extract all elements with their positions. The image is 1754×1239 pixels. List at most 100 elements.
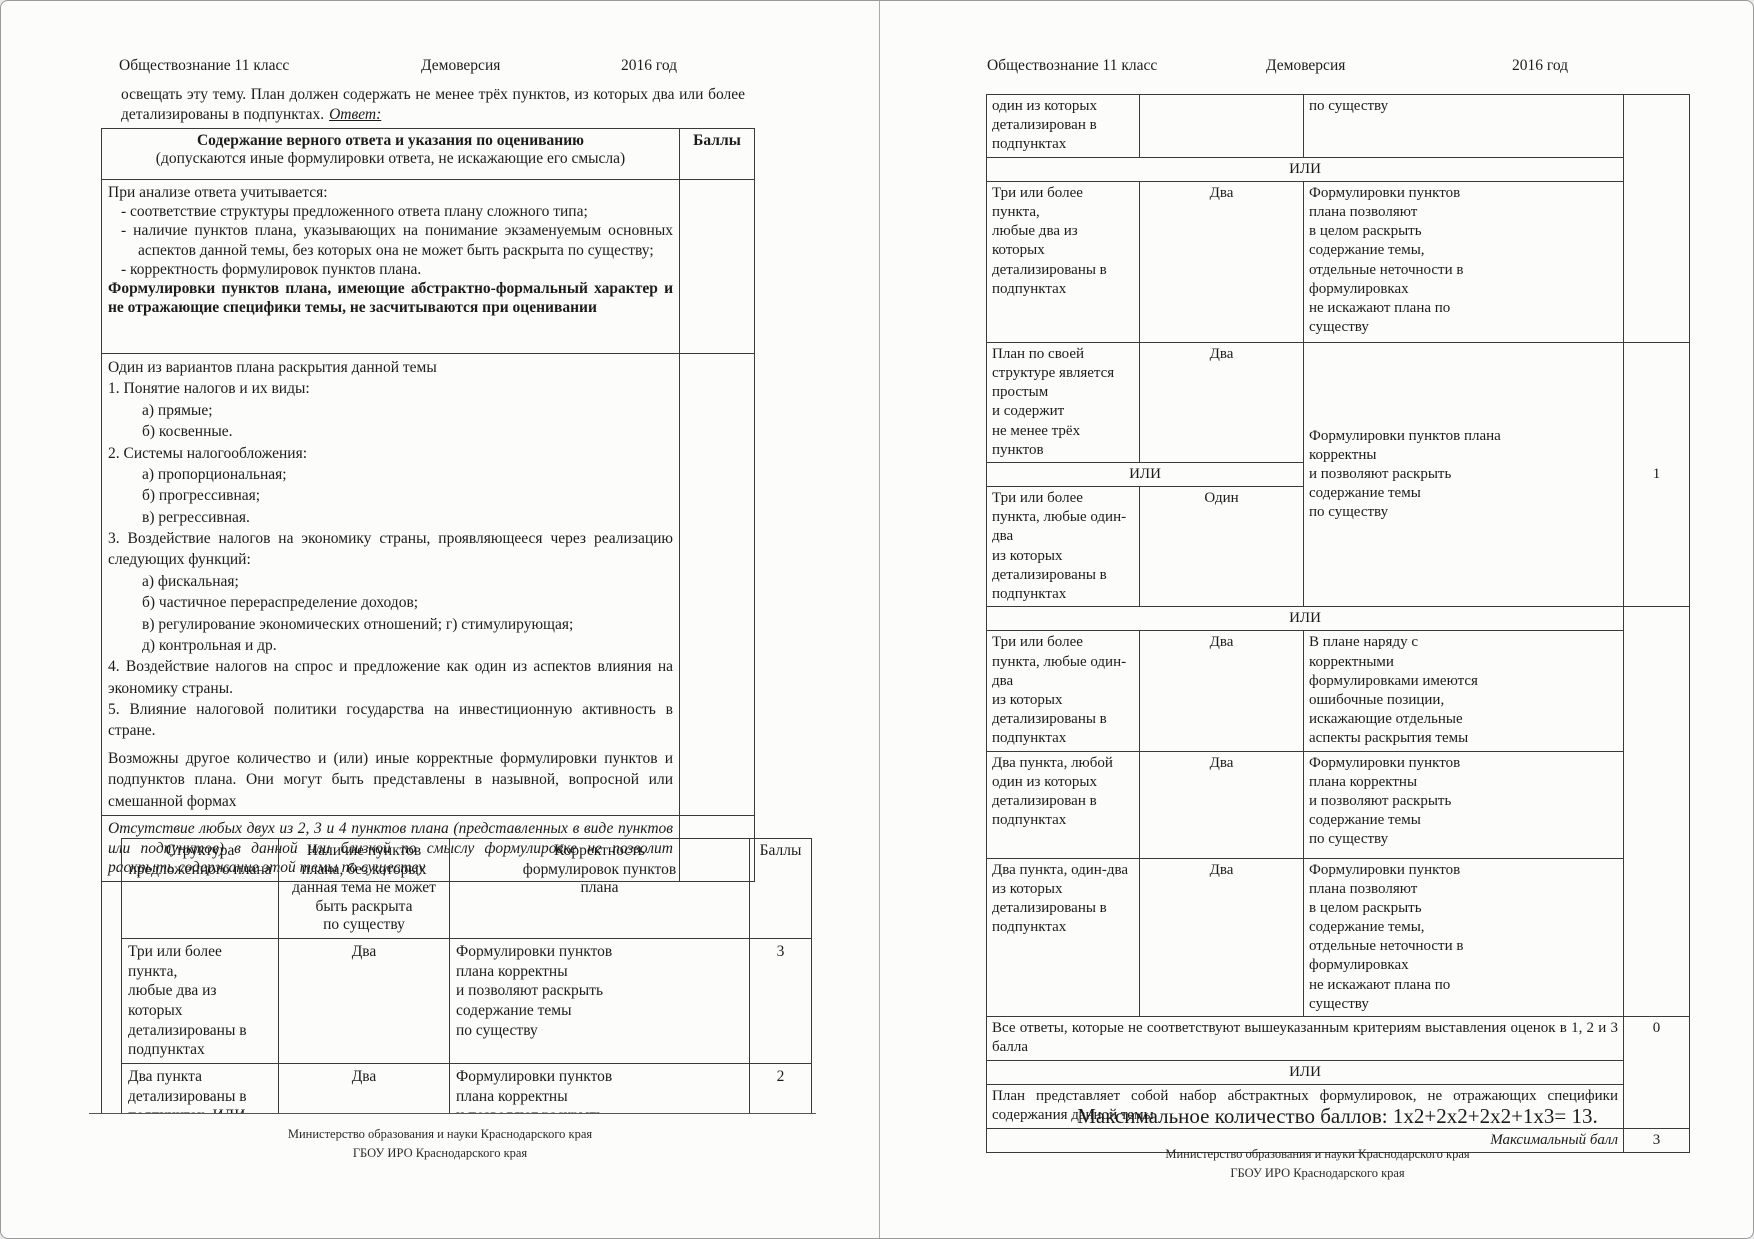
analysis-cell: При анализе ответа учитывается: - соотве…: [101, 179, 680, 354]
criteria-structure: Три или более пункта, любые два из котор…: [121, 937, 279, 1065]
criteria-presence: Два: [1139, 857, 1304, 1017]
or-row: ИЛИ: [986, 1059, 1624, 1086]
criteria-correctness: Формулировки пунктов плана позволяют в ц…: [1303, 857, 1624, 1017]
analysis-intro: При анализе ответа учитывается:: [108, 184, 328, 201]
criteria-structure: Три или более пункта, любые один- два из…: [986, 486, 1140, 608]
criteria-table-continued: один из которых детализирован в подпункт…: [986, 94, 1690, 1153]
criteria-structure: Два пункта, любой один из которых детали…: [986, 750, 1140, 859]
plan-line: 5. Влияние налоговой политики государств…: [108, 701, 673, 740]
plan-line: в) регрессивная.: [142, 508, 250, 526]
criteria-correctness: по существу: [1303, 94, 1624, 158]
page-break-line: [89, 1113, 816, 1114]
or-row: ИЛИ: [986, 606, 1624, 632]
page-footer: Министерство образования и науки Краснод…: [880, 1145, 1753, 1183]
score-cell: 2: [749, 1063, 812, 1113]
plan-line: а) фискальная;: [142, 572, 239, 590]
criteria-col-structure: Структура предложенного плана: [121, 838, 279, 939]
table-title: Содержание верного ответа и указания по …: [196, 132, 584, 149]
running-header-subject: Обществознание 11 класс: [119, 57, 290, 74]
criteria-structure: Два пункта детализированы в подпунктах. …: [121, 1063, 279, 1113]
score-cell-empty: [679, 179, 755, 354]
plan-cell: Один из вариантов плана раскрытия данной…: [101, 353, 680, 816]
score-cell-empty: [1623, 94, 1690, 343]
criteria-table: Структура предложенного плана Наличие пу…: [121, 838, 812, 1113]
score-cell-empty: [679, 353, 755, 816]
criteria-presence: Два: [278, 937, 450, 1065]
page-footer: Министерство образования и науки Краснод…: [1, 1125, 879, 1163]
analysis-item: - соответствие структуры предложенного о…: [121, 203, 588, 221]
max-score-value: 3: [1623, 1127, 1690, 1153]
criteria-correctness: Формулировки пунктов плана корректны и п…: [449, 937, 750, 1065]
running-header-left: Обществознание 11 класс Демоверсия 2016 …: [1, 57, 879, 77]
table-subtitle: (допускаются иные формулировки ответа, н…: [155, 150, 626, 167]
running-header-year: 2016 год: [1512, 57, 1569, 74]
plan-line: 1. Понятие налогов и их виды:: [108, 380, 310, 398]
criteria-structure: один из которых детализирован в подпункт…: [986, 94, 1140, 158]
running-header-year: 2016 год: [621, 57, 678, 74]
criteria-presence: Два: [1139, 750, 1304, 859]
criteria-presence: Один: [1139, 486, 1304, 608]
total-score-line: Максимальное количество баллов: 1х2+2х2+…: [1077, 1104, 1598, 1128]
table-left-border: [101, 838, 102, 1113]
criteria-col-correctness: Корректность формулировок пунктов плана: [449, 838, 750, 939]
running-header-subject: Обществознание 11 класс: [987, 57, 1158, 74]
criteria-table-clip: Структура предложенного плана Наличие пу…: [121, 838, 813, 1113]
plan-line: а) пропорциональная;: [142, 465, 287, 483]
criteria-correctness: Формулировки пунктов плана позволяют в ц…: [1303, 180, 1624, 343]
score-cell: 0: [1623, 1016, 1690, 1129]
footer-line-2: ГБОУ ИРО Краснодарского края: [1230, 1165, 1405, 1180]
score-cell: 1: [1623, 341, 1690, 608]
criteria-structure: Два пункта, один-два из которых детализи…: [986, 857, 1140, 1017]
score-cell: 3: [749, 937, 812, 1065]
plan-line: б) косвенные.: [142, 423, 233, 441]
criteria-presence: Два: [1139, 630, 1304, 752]
footer-line-1: Министерство образования и науки Краснод…: [1165, 1147, 1470, 1161]
zero-criteria-text: Все ответы, которые не соответствуют выш…: [986, 1016, 1624, 1061]
plan-line: д) контрольная и др.: [142, 636, 277, 654]
plan-line: в) регулирование экономических отношений…: [142, 615, 574, 633]
plan-line: а) прямые;: [142, 401, 213, 419]
score-column-header: Баллы: [679, 128, 755, 180]
intro-paragraph: освещать эту тему. План должен содержать…: [121, 85, 745, 124]
criteria-structure: Три или более пункта, любые один- два из…: [986, 630, 1140, 752]
running-header-right: Обществознание 11 класс Демоверсия 2016 …: [880, 57, 1753, 77]
criteria-structure: Три или более пункта, любые два из котор…: [986, 180, 1140, 343]
analysis-item: - наличие пунктов плана, указывающих на …: [121, 222, 673, 259]
criteria-correctness: Формулировки пунктов плана корректны и п…: [449, 1063, 750, 1113]
plan-line: 2. Системы налогообложения:: [108, 444, 308, 462]
criteria-correctness: В плане наряду с корректными формулировк…: [1303, 630, 1624, 752]
criteria-structure: План по своей структуре является простым…: [986, 341, 1140, 463]
bold-note: Формулировки пунктов плана, имеющие абст…: [108, 280, 673, 317]
document-page-right: Обществознание 11 класс Демоверсия 2016 …: [880, 1, 1753, 1238]
criteria-presence: Два: [1139, 180, 1304, 343]
criteria-presence: Два: [278, 1063, 450, 1113]
criteria-correctness-merged: Формулировки пунктов плана корректны и п…: [1303, 341, 1624, 608]
plan-line: б) прогрессивная;: [142, 487, 261, 505]
score-cell-empty: [1623, 606, 1690, 1017]
plan-line: Один из вариантов плана раскрытия данной…: [108, 359, 437, 376]
possible-note: Возможны другое количество и (или) иные …: [108, 749, 673, 810]
running-header-version: Демоверсия: [1266, 57, 1346, 74]
intro-text: освещать эту тему. План должен содержать…: [121, 86, 745, 123]
or-row: ИЛИ: [986, 461, 1304, 488]
criteria-presence: [1139, 94, 1304, 158]
answer-label: Ответ:: [329, 105, 382, 123]
footer-line-1: Министерство образования и науки Краснод…: [287, 1127, 593, 1141]
max-score-label: Максимальный балл: [986, 1127, 1624, 1153]
abstract-plan-text: План представляет собой набор абстрактны…: [986, 1084, 1624, 1129]
criteria-correctness: Формулировки пунктов плана корректны и п…: [1303, 750, 1624, 859]
page-divider: [879, 1, 880, 1238]
criteria-col-presence: Наличие пунктов плана, без которых данна…: [278, 838, 450, 939]
main-answer-table: Содержание верного ответа и указания по …: [101, 128, 755, 882]
plan-line: 3. Воздействие налогов на экономику стра…: [108, 530, 673, 569]
footer-line-2: ГБОУ ИРО Краснодарского края: [352, 1145, 528, 1160]
plan-line: 4. Воздействие налогов на спрос и предло…: [108, 658, 673, 697]
plan-line: б) частичное перераспределение доходов;: [142, 594, 419, 612]
criteria-presence: Два: [1139, 341, 1304, 463]
criteria-col-score: Баллы: [749, 838, 812, 939]
document-page-left: Обществознание 11 класс Демоверсия 2016 …: [1, 1, 879, 1238]
analysis-item: - корректность формулировок пунктов план…: [121, 260, 422, 278]
running-header-version: Демоверсия: [421, 57, 501, 74]
or-row: ИЛИ: [986, 156, 1624, 182]
